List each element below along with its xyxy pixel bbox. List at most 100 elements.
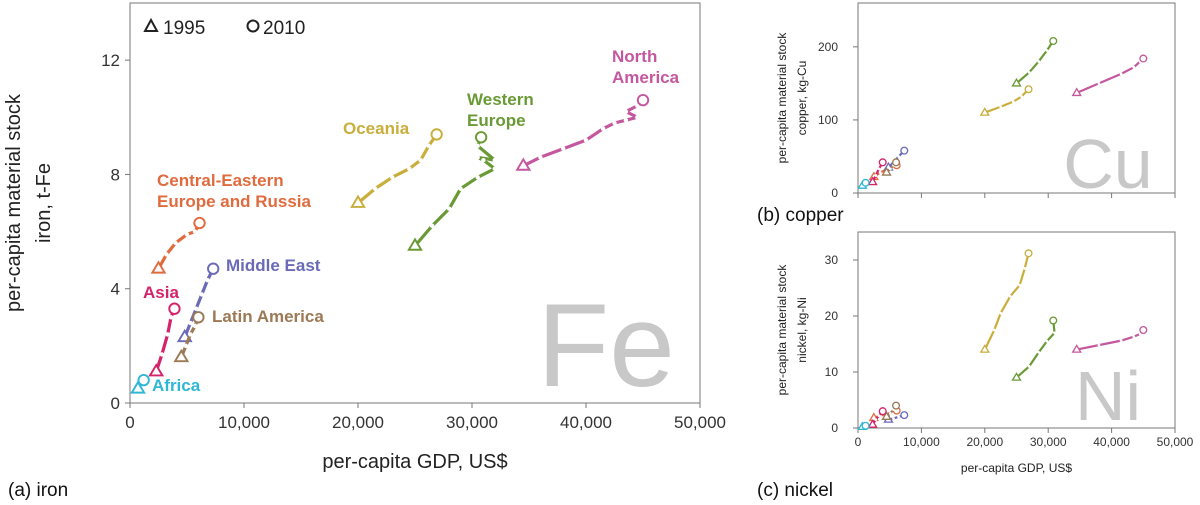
element-symbol-iron: Fe (537, 280, 675, 412)
data-point (492, 157, 497, 163)
series-label: Oceania (343, 119, 410, 138)
data-point (159, 352, 165, 357)
series-label: Europe (467, 111, 526, 130)
data-point (635, 103, 640, 109)
series-label: America (612, 68, 680, 87)
data-point (447, 206, 452, 211)
series-line (983, 88, 1030, 114)
data-point (199, 292, 205, 297)
series-middle-east: Middle East (176, 256, 321, 343)
data-point (458, 186, 463, 191)
end-marker-2010 (1049, 36, 1058, 46)
series-label: Africa (152, 376, 201, 395)
series-label: Western (467, 90, 534, 109)
data-point (538, 155, 543, 160)
end-marker-2010 (878, 158, 887, 167)
series-label: Europe and Russia (157, 192, 312, 211)
data-point (888, 412, 892, 415)
start-marker-1995 (130, 380, 146, 394)
series-line (1075, 57, 1145, 94)
plot-frame-nickel (857, 231, 1176, 429)
data-point (1138, 332, 1142, 336)
data-point (188, 332, 193, 337)
data-point (165, 332, 170, 337)
series-africa: Africa (130, 373, 201, 395)
start-marker-1995 (150, 260, 167, 274)
x-tick-label: 30,000 (1030, 435, 1067, 449)
series-western-europe (1011, 316, 1058, 381)
series-line (983, 252, 1030, 351)
data-point (1053, 331, 1056, 335)
data-point (1097, 343, 1101, 347)
y-tick-label: 30 (825, 253, 839, 267)
x-tick-label: 20,000 (332, 413, 384, 432)
y-axis-label: iron, t-Fe (33, 163, 55, 243)
data-point (1027, 71, 1031, 74)
data-point (1011, 100, 1015, 104)
data-point (1097, 81, 1101, 85)
end-marker-2010 (168, 302, 181, 315)
x-tick-label: 0 (855, 435, 862, 449)
data-point (475, 143, 480, 149)
end-marker-2010 (474, 131, 488, 144)
series-label: Latin America (212, 307, 324, 326)
y-tick-label: 20 (825, 309, 839, 323)
series-oceania: Oceania (343, 119, 443, 208)
data-point (897, 155, 900, 158)
series-latin-america: Latin America (173, 307, 324, 363)
x-tick-label: 50,000 (674, 413, 726, 432)
data-point (390, 175, 395, 180)
data-point (1023, 267, 1027, 270)
end-marker-2010 (861, 421, 870, 430)
end-marker-2010 (1024, 249, 1033, 258)
y-axis-label: per-capita material stock (775, 32, 789, 164)
x-tick-label: 0 (125, 413, 134, 432)
start-marker-1995 (979, 344, 990, 353)
legend-label-2010: 2010 (263, 18, 305, 39)
x-tick-label: 10,000 (903, 435, 940, 449)
data-point (999, 105, 1003, 109)
data-point (892, 417, 895, 420)
series-label: Central-Eastern (157, 171, 284, 190)
end-marker-2010 (892, 401, 901, 410)
data-point (561, 146, 566, 151)
series-asia (867, 158, 887, 186)
end-marker-2010 (192, 311, 205, 324)
data-point (205, 277, 210, 283)
series-western-europe: Western Europe (407, 90, 534, 251)
data-point (372, 186, 378, 191)
data-point (192, 229, 198, 234)
data-point (1119, 72, 1123, 76)
series-line (156, 221, 202, 271)
data-point (481, 157, 486, 163)
end-marker-2010 (1139, 54, 1148, 63)
y-axis-label: per-capita material stock (775, 264, 789, 396)
y-tick-label: 10 (825, 365, 839, 379)
series-africa (857, 421, 870, 431)
end-marker-2010 (207, 262, 220, 275)
data-point (426, 143, 431, 149)
data-point (1020, 95, 1023, 98)
data-point (1027, 365, 1031, 368)
x-tick-label: 30,000 (446, 413, 498, 432)
data-point (1119, 339, 1123, 343)
end-marker-2010 (636, 93, 650, 107)
data-point (1045, 339, 1049, 343)
data-point (897, 415, 900, 419)
chart-copper: Cu 0 100 200 per-capita material stock copper… (775, 2, 1176, 203)
element-symbol-nickel: Ni (1075, 357, 1141, 435)
legend: 1995 2010 (143, 17, 305, 39)
caption-nickel: (c) nickel (757, 480, 834, 501)
series-line (1015, 39, 1055, 85)
data-point (635, 115, 640, 120)
data-point (192, 323, 198, 329)
series-line (1015, 319, 1056, 379)
series-latin-america (881, 158, 901, 176)
y-axis-label: nickel, kg-Ni (795, 297, 809, 362)
start-marker-1995 (350, 194, 366, 208)
data-point (407, 166, 412, 171)
end-marker-2010 (1024, 85, 1033, 94)
y-tick-label: 0 (831, 421, 838, 435)
data-point (1132, 335, 1136, 339)
series-north-america (1071, 54, 1148, 97)
